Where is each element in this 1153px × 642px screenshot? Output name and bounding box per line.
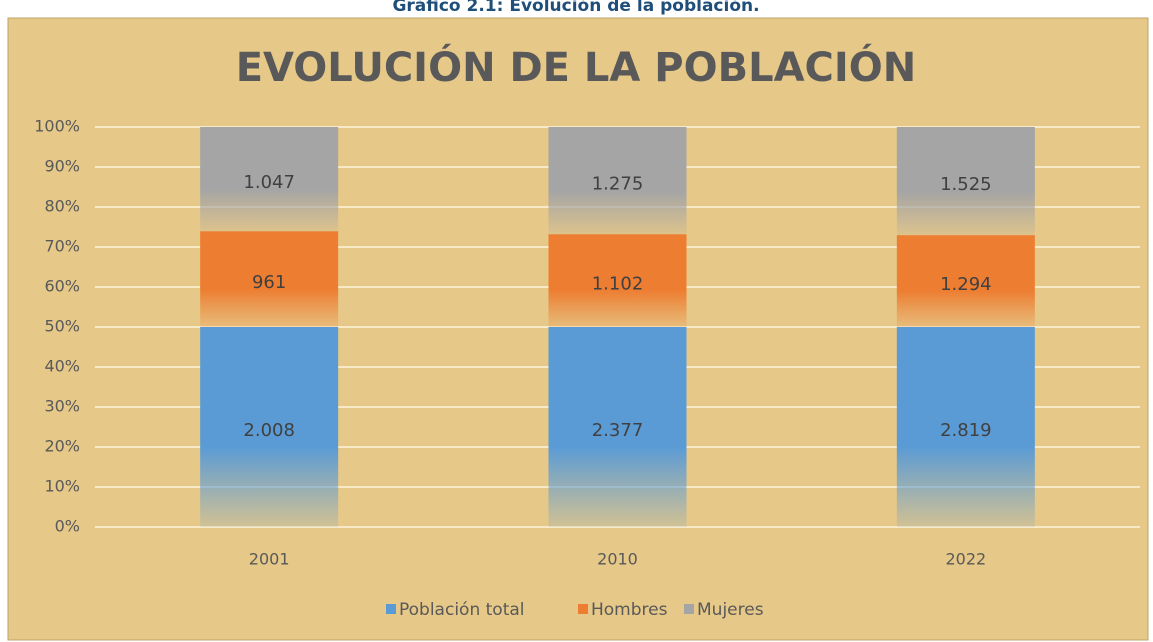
bar-segment: [896, 235, 1035, 327]
legend-swatch: [684, 604, 694, 614]
data-label: 961: [252, 272, 286, 293]
data-label: 1.047: [243, 172, 295, 193]
y-tick-label: 90%: [44, 157, 80, 176]
y-tick-label: 10%: [44, 477, 80, 496]
data-label: 1.275: [592, 174, 644, 195]
x-tick-label: 2001: [249, 550, 290, 569]
bar-segment: [200, 127, 339, 232]
chart-title: EVOLUCIÓN DE LA POBLACIÓN: [236, 43, 917, 91]
bar-segment: [896, 127, 1035, 236]
y-tick-label: 30%: [44, 397, 80, 416]
data-label: 1.525: [940, 174, 992, 195]
legend-label: Hombres: [591, 600, 668, 620]
data-label: 2.819: [940, 420, 992, 441]
data-label: 1.294: [940, 274, 992, 295]
y-tick-label: 80%: [44, 197, 80, 216]
y-tick-label: 100%: [34, 117, 80, 136]
legend-label: Población total: [399, 600, 525, 620]
legend-label: Mujeres: [697, 600, 764, 620]
y-tick-label: 0%: [55, 517, 80, 536]
bar-segment: [200, 231, 339, 327]
bar-segment: [548, 234, 687, 327]
y-tick-label: 40%: [44, 357, 80, 376]
x-tick-label: 2022: [945, 550, 986, 569]
data-label: 2.008: [243, 420, 295, 441]
bar-segment: [200, 327, 339, 527]
x-tick-label: 2010: [597, 550, 638, 569]
data-label: 1.102: [592, 274, 644, 295]
y-tick-label: 20%: [44, 437, 80, 456]
y-tick-label: 60%: [44, 277, 80, 296]
bar-segment: [896, 327, 1035, 527]
y-tick-label: 50%: [44, 317, 80, 336]
caption: Gráfico 2.1: Evolución de la población.: [392, 0, 759, 16]
bar-segment: [548, 127, 687, 235]
bar-segment: [548, 327, 687, 527]
legend-swatch: [386, 604, 396, 614]
legend-swatch: [578, 604, 588, 614]
y-tick-label: 70%: [44, 237, 80, 256]
data-label: 2.377: [592, 420, 644, 441]
